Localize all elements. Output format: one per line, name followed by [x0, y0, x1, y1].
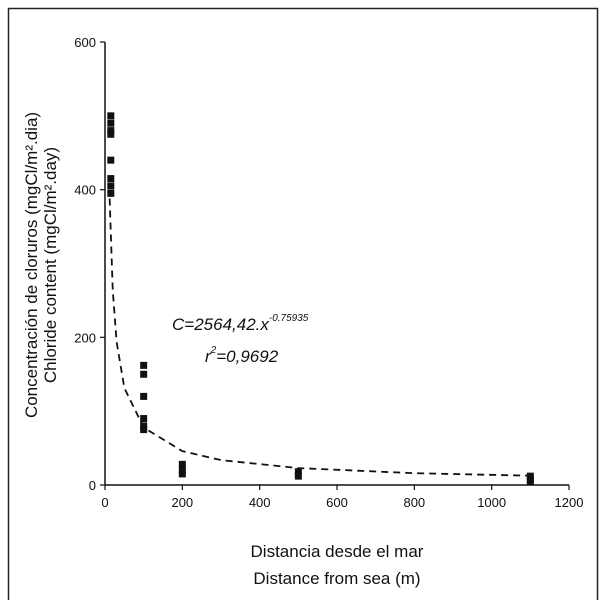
- point: [140, 415, 148, 423]
- frame: [7, 7, 599, 600]
- annotation-superscript: -0.75935: [269, 313, 309, 324]
- x-tick-label: 1000: [477, 495, 506, 510]
- annotation-text: r: [205, 347, 212, 366]
- annotation: C=2564,42.x-0.75935: [172, 313, 309, 334]
- point: [107, 127, 115, 135]
- point: [107, 189, 115, 197]
- y-tick-label: 400: [74, 183, 96, 198]
- annotation: r2=0,9692: [205, 345, 279, 366]
- point: [526, 477, 534, 485]
- point: [178, 470, 186, 478]
- point: [178, 466, 186, 474]
- point: [107, 119, 115, 127]
- x-axis-label: Distance from sea (m): [253, 569, 420, 588]
- x-axis-label: Distancia desde el mar: [251, 542, 424, 561]
- annotation-superscript: 2: [210, 345, 217, 356]
- point: [107, 175, 115, 183]
- point: [107, 156, 115, 164]
- annotation-text: C=2564,42.x: [172, 315, 269, 334]
- point: [294, 472, 302, 480]
- fit-curve: [108, 198, 531, 477]
- y-tick-label: 200: [74, 330, 96, 345]
- point: [140, 392, 148, 400]
- x-tick-label: 0: [101, 495, 108, 510]
- annotation-suffix: =0,9692: [216, 347, 278, 366]
- point: [178, 460, 186, 468]
- point: [107, 112, 115, 120]
- point: [140, 426, 148, 434]
- x-tick-label: 400: [249, 495, 271, 510]
- y-tick-label: 0: [89, 478, 96, 493]
- y-axis-label: Chloride content (mgCl/m².day): [41, 147, 60, 383]
- x-tick-label: 800: [403, 495, 425, 510]
- x-tick-label: 200: [171, 495, 193, 510]
- point: [140, 361, 148, 369]
- point: [107, 182, 115, 190]
- point: [107, 130, 115, 138]
- point: [294, 468, 302, 476]
- x-tick-label: 600: [326, 495, 348, 510]
- y-axis-label: Concentración de cloruros (mgCl/m².dia): [22, 112, 41, 418]
- x-tick-label: 1200: [555, 495, 584, 510]
- point: [140, 370, 148, 378]
- y-tick-label: 600: [74, 35, 96, 50]
